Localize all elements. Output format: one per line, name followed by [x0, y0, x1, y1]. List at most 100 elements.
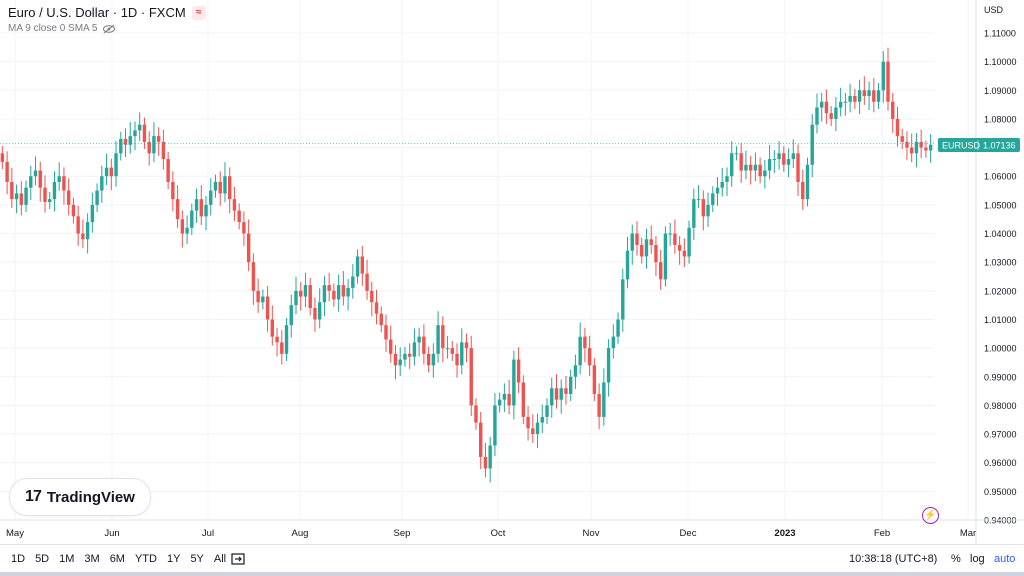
- range-ytd[interactable]: YTD: [134, 553, 157, 565]
- candle: [744, 150, 748, 180]
- candle: [767, 145, 772, 180]
- range-1y[interactable]: 1Y: [166, 553, 181, 565]
- candle: [284, 318, 289, 362]
- candle: [507, 379, 511, 415]
- candle-body: [554, 388, 559, 400]
- candle-body: [891, 101, 895, 119]
- range-3m[interactable]: 3M: [84, 553, 100, 565]
- candle-body: [801, 181, 805, 200]
- percent-toggle[interactable]: %: [951, 553, 961, 565]
- range-1m[interactable]: 1M: [59, 553, 75, 565]
- indicator-legend[interactable]: MA 9 close 0 SMA 5: [8, 23, 116, 34]
- time-axis: May Jun Jul Aug Sep Oct Nov Dec 2023 Feb Mar: [0, 519, 1024, 539]
- candle-body: [791, 153, 795, 160]
- time-tick-label: Mar: [960, 528, 976, 539]
- candle-body: [62, 176, 66, 191]
- candle: [426, 346, 431, 373]
- candle-body: [464, 342, 469, 349]
- candle-body: [218, 181, 222, 194]
- candle: [71, 197, 76, 224]
- candle: [209, 178, 213, 216]
- range-all[interactable]: All: [213, 553, 227, 565]
- candle: [564, 375, 568, 405]
- candle: [786, 148, 791, 178]
- axis-currency[interactable]: USD: [984, 5, 1004, 15]
- candle: [175, 185, 180, 229]
- candle: [696, 185, 701, 209]
- log-toggle[interactable]: log: [970, 553, 985, 565]
- lightning-icon[interactable]: ⚡: [922, 507, 939, 524]
- candle-body: [924, 147, 928, 151]
- auto-toggle[interactable]: auto: [994, 553, 1016, 565]
- candle: [38, 161, 42, 202]
- candle-body: [246, 233, 251, 263]
- eye-off-icon[interactable]: [102, 24, 116, 34]
- candle-body: [426, 353, 431, 366]
- candle-body: [602, 382, 606, 417]
- tradingview-logo[interactable]: 17 TradingView: [9, 478, 151, 516]
- candle: [412, 328, 417, 366]
- candle: [213, 174, 218, 198]
- candle: [138, 112, 142, 141]
- candle: [876, 83, 881, 109]
- range-5d[interactable]: 5D: [35, 553, 50, 565]
- candle: [227, 167, 232, 214]
- clock-time[interactable]: 10:38:18 (UTC+8): [849, 553, 938, 565]
- candle-body: [687, 227, 691, 257]
- candle-body: [156, 136, 161, 142]
- candle-body: [100, 176, 104, 191]
- candle-body: [237, 210, 241, 223]
- candle: [739, 142, 743, 183]
- candle-body: [914, 141, 919, 154]
- candle-body: [313, 308, 317, 320]
- range-6m[interactable]: 6M: [109, 553, 125, 565]
- price-tick-label: 1.04000: [984, 229, 1017, 239]
- candle-body: [900, 136, 904, 142]
- window-bottom-edge: [0, 572, 1024, 576]
- price-tick-label: 1.08000: [984, 114, 1017, 124]
- candle-body: [881, 61, 885, 91]
- candle-body: [114, 153, 118, 177]
- candle: [602, 368, 606, 426]
- candle-body: [568, 376, 573, 394]
- candle: [431, 343, 436, 378]
- candle-body: [668, 233, 672, 235]
- candle-body: [455, 353, 459, 366]
- candle-body: [398, 359, 402, 366]
- candle-body: [365, 273, 369, 291]
- candle-body: [559, 388, 563, 400]
- candle: [81, 219, 85, 249]
- range-1d[interactable]: 1D: [11, 553, 26, 565]
- candle-body: [616, 319, 620, 337]
- candle-body: [867, 90, 871, 97]
- candle-body: [138, 124, 142, 131]
- candle-body: [270, 319, 275, 337]
- time-tick-label: Nov: [583, 528, 600, 539]
- candle-body: [142, 124, 147, 142]
- candle-body: [711, 193, 715, 205]
- candle: [152, 122, 156, 163]
- compare-icon[interactable]: ≈: [191, 5, 206, 20]
- candle: [48, 191, 52, 210]
- candle: [796, 144, 800, 197]
- candle: [673, 219, 677, 254]
- candle: [587, 335, 592, 376]
- candle: [142, 117, 147, 150]
- candle-body: [355, 256, 360, 277]
- goto-date-icon[interactable]: [231, 552, 245, 566]
- candle-body: [360, 256, 365, 274]
- candle: [355, 249, 360, 284]
- candle: [147, 131, 151, 166]
- candle: [630, 224, 634, 265]
- candle-body: [227, 176, 232, 200]
- candle: [516, 347, 521, 394]
- range-5y[interactable]: 5Y: [190, 553, 204, 565]
- candle: [521, 375, 526, 425]
- candle-body: [810, 124, 814, 165]
- candle-body: [469, 348, 473, 406]
- symbol-legend[interactable]: Euro / U.S. Dollar · 1D · FXCM ≈: [8, 5, 206, 20]
- candle: [261, 289, 265, 310]
- candle-body: [393, 353, 398, 366]
- price-tick-label: 1.11000: [984, 29, 1016, 39]
